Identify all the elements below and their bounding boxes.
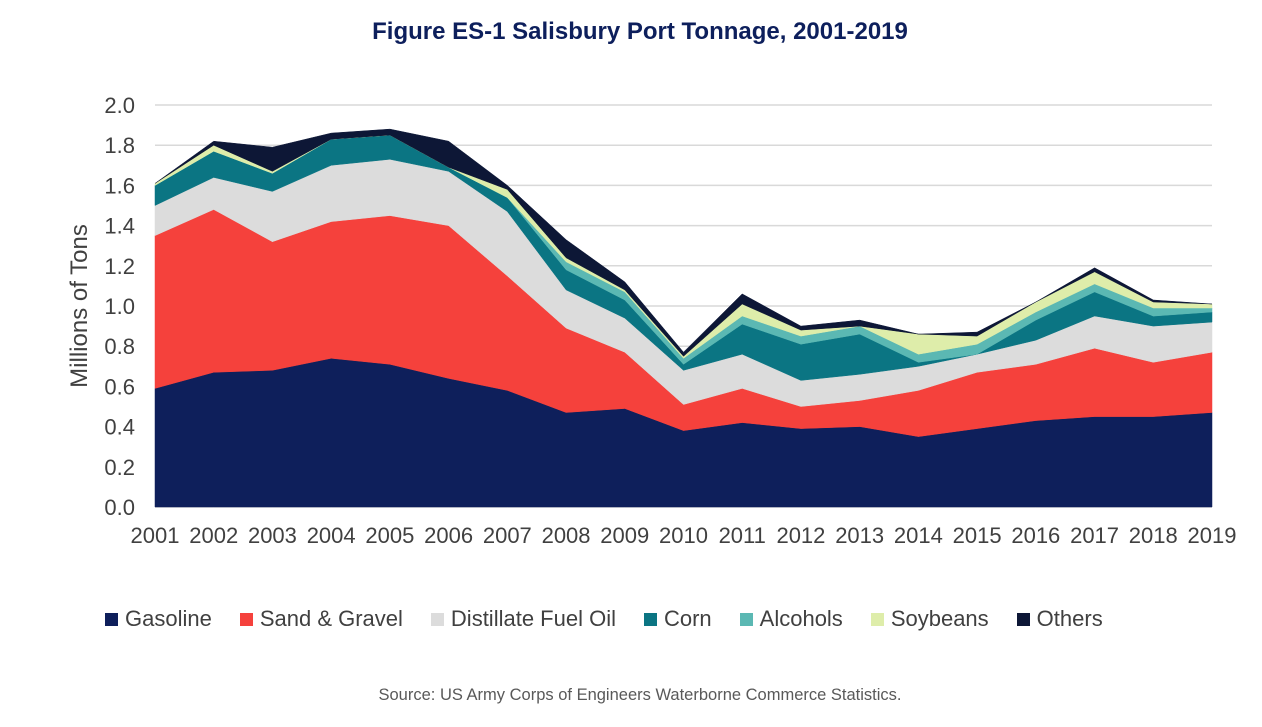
x-tick-label: 2011 (719, 523, 766, 548)
legend-item: Others (1016, 606, 1103, 632)
y-tick-label: 0.2 (104, 455, 135, 480)
x-tick-label: 2010 (659, 523, 708, 548)
legend-label: Soybeans (890, 606, 989, 631)
y-tick-label: 0.8 (104, 334, 135, 359)
legend-label: Others (1036, 606, 1103, 631)
x-tick-label: 2003 (248, 523, 297, 548)
legend-label: Alcohols (759, 606, 843, 631)
y-tick-label: 0.6 (104, 374, 135, 399)
y-tick-label: 0.0 (104, 495, 135, 520)
x-tick-label: 2012 (776, 523, 825, 548)
y-tick-label: 1.4 (104, 214, 135, 239)
x-tick-label: 2009 (600, 523, 649, 548)
x-tick-label: 2006 (424, 523, 473, 548)
x-tick-label: 2002 (189, 523, 238, 548)
y-tick-label: 0.4 (104, 415, 135, 440)
legend-label: Sand & Gravel (259, 606, 403, 631)
x-tick-label: 2018 (1129, 523, 1178, 548)
x-tick-label: 2001 (131, 523, 180, 548)
legend-label: Gasoline (125, 606, 212, 631)
legend-swatch (105, 612, 118, 626)
x-tick-label: 2014 (894, 523, 943, 548)
legend: Gasoline Sand & Gravel Distillate Fuel Oil… (105, 606, 1131, 632)
y-tick-label: 1.8 (104, 133, 135, 158)
legend-item: Distillate Fuel Oil (430, 606, 616, 632)
x-tick-label: 2005 (365, 523, 414, 548)
legend-swatch (870, 612, 884, 626)
x-tick-label: 2013 (835, 523, 884, 548)
legend-swatch (1016, 612, 1030, 626)
legend-item: Sand & Gravel (239, 606, 403, 632)
legend-item: Alcohols (739, 606, 843, 632)
chart-title: Figure ES-1 Salisbury Port Tonnage, 2001… (372, 18, 908, 45)
legend-swatch (239, 612, 253, 626)
legend-swatch (739, 612, 753, 626)
y-axis-label: Millions of Tons (66, 224, 93, 388)
y-tick-label: 1.2 (104, 254, 135, 279)
x-tick-label: 2017 (1070, 523, 1119, 548)
x-tick-label: 2019 (1188, 523, 1237, 548)
x-tick-label: 2016 (1011, 523, 1060, 548)
legend-label: Distillate Fuel Oil (450, 606, 616, 631)
area-series-others (154, 128, 1213, 357)
x-tick-label: 2004 (307, 523, 356, 548)
x-tick-label: 2007 (483, 523, 532, 548)
legend-label: Corn (663, 606, 712, 631)
x-tick-label: 2008 (542, 523, 591, 548)
legend-item: Corn (643, 606, 712, 632)
legend-swatch (430, 612, 444, 626)
y-tick-label: 1.0 (104, 294, 135, 319)
y-tick-label: 1.6 (104, 173, 135, 198)
legend-item: Soybeans (870, 606, 989, 632)
y-tick-label: 2.0 (104, 93, 135, 118)
stacked-area-chart: 0.0 0.2 0.4 0.6 0.8 1.0 1.2 1.4 1.6 1.8 2.0 2001 200… (66, 93, 1237, 548)
x-tick-label: 2015 (953, 523, 1002, 548)
source-note: Source: US Army Corps of Engineers Water… (378, 686, 902, 704)
legend-swatch (643, 612, 657, 626)
legend-item: Gasoline (105, 606, 212, 632)
